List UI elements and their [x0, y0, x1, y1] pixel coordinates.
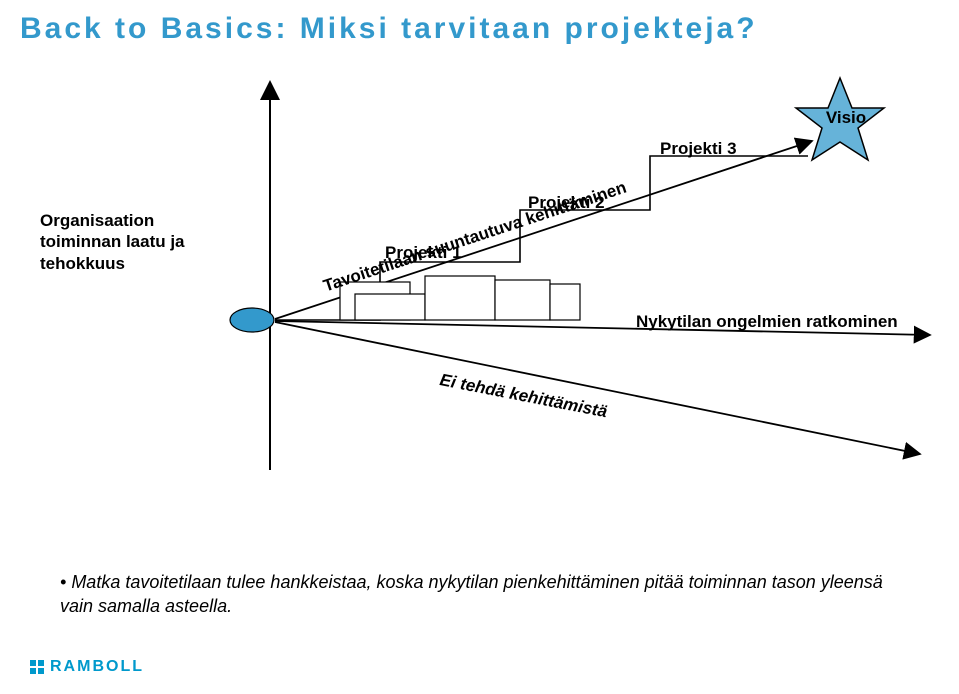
logo-text: RAMBOLL: [50, 658, 144, 676]
box-4: [550, 284, 580, 320]
bullet-text: Matka tavoitetilaan tulee hankkeistaa, k…: [60, 570, 899, 619]
logo-icon: [30, 660, 44, 674]
organisation-label: Organisaation toiminnan laatu ja tehokku…: [40, 210, 200, 274]
page-title: Back to Basics: Miksi tarvitaan projekte…: [20, 12, 758, 46]
visio-label: Visio: [816, 108, 876, 128]
logo: RAMBOLL: [30, 658, 144, 676]
nykytilan-label: Nykytilan ongelmien ratkominen: [636, 312, 898, 332]
box-1b: [355, 294, 425, 320]
lower-arrow: [275, 322, 920, 454]
box-3: [495, 280, 550, 320]
projekti-3-label: Projekti 3: [660, 139, 737, 158]
box-2: [425, 276, 495, 320]
origin-ellipse: [230, 308, 274, 332]
